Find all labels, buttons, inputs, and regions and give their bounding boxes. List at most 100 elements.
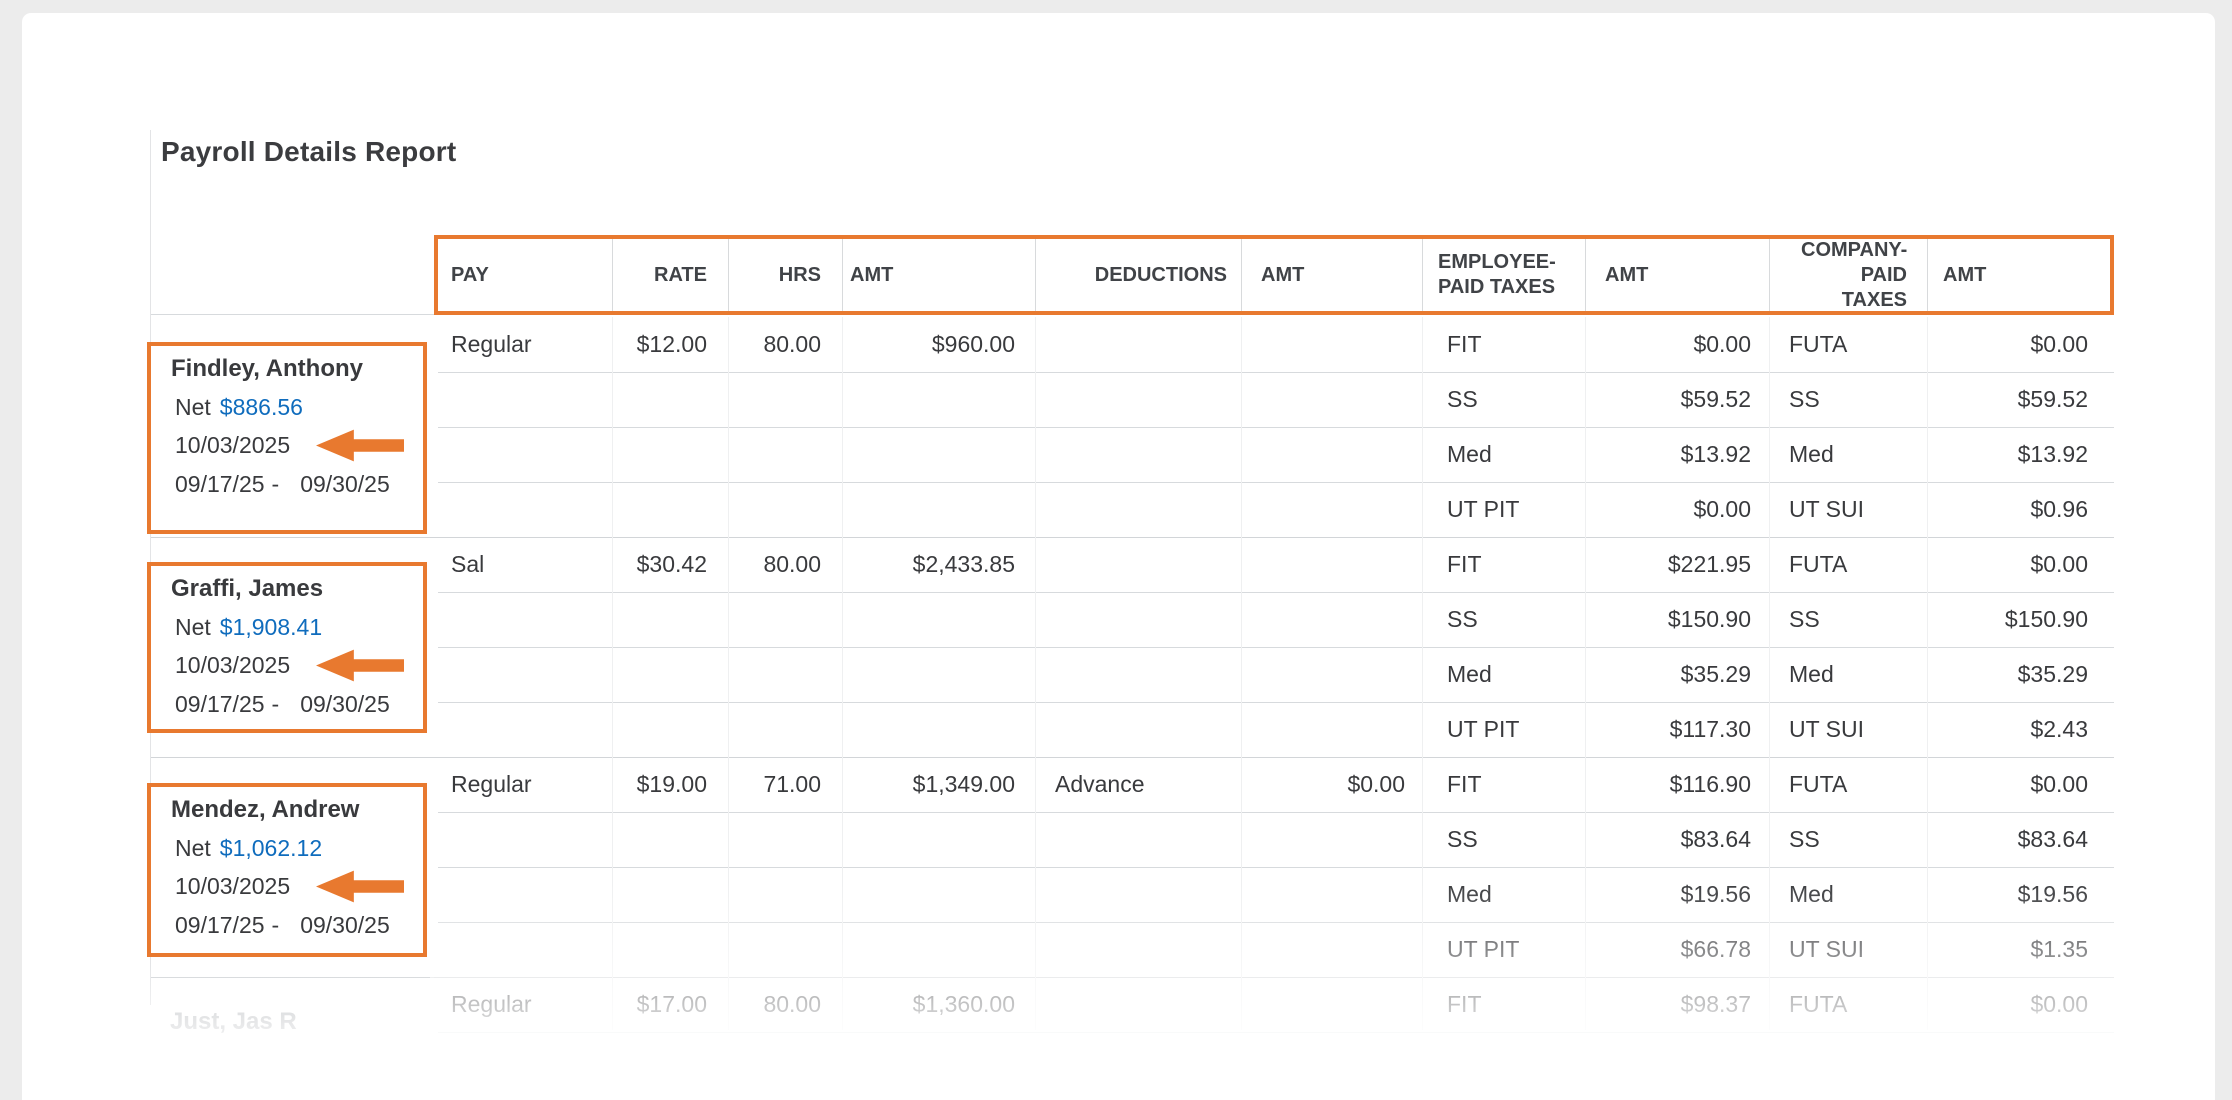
cell-co_amt: $59.52 xyxy=(2017,386,2088,412)
col-header-ded: DEDUCTIONS xyxy=(1035,239,1241,311)
cell-co_tax: FUTA xyxy=(1789,551,1848,577)
employee-name-faded: Just, Jas R xyxy=(170,1008,297,1035)
header-column-divider xyxy=(728,239,729,311)
header-column-divider xyxy=(842,239,843,311)
cell-rate: $19.00 xyxy=(636,771,707,797)
cell-emp_tax: FIT xyxy=(1447,771,1482,797)
cell-pay: Sal xyxy=(451,551,485,577)
cell-emp_amt: $116.90 xyxy=(1669,771,1751,797)
cell-emp_amt: $150.90 xyxy=(1667,606,1751,632)
cell-pay: Regular xyxy=(451,331,532,357)
cell-hrs: 80.00 xyxy=(763,551,821,577)
cell-amt: $1,360.00 xyxy=(912,991,1015,1017)
cell-co_amt: $0.00 xyxy=(2030,331,2088,357)
net-pay-line: Net $1,908.41 xyxy=(175,613,322,641)
pay-date: 10/03/2025 xyxy=(175,652,291,678)
cell-co_amt: $35.29 xyxy=(2017,661,2088,687)
header-left-separator xyxy=(150,314,434,315)
col-header-label: PAY xyxy=(451,263,489,286)
net-label: Net xyxy=(175,614,211,640)
row-separator-line xyxy=(438,702,2114,703)
col-header-amt: AMT xyxy=(842,239,1035,311)
table-header-row: PAY RATE HRS AMT DEDUCTIONS AMT EMPLOYEE-PAID … xyxy=(434,235,2114,315)
cell-emp_tax: FIT xyxy=(1447,991,1482,1017)
pay-period-separator: - xyxy=(271,691,280,717)
header-column-divider xyxy=(1035,239,1036,311)
cell-co_tax: FUTA xyxy=(1789,331,1848,357)
employee-card: Findley, Anthony Net $886.56 10/03/2025 09/1… xyxy=(147,342,427,534)
cell-rate: $30.42 xyxy=(636,551,707,577)
cell-emp_tax: Med xyxy=(1447,661,1492,687)
cell-emp_tax: FIT xyxy=(1447,331,1482,357)
col-header-rate: RATE xyxy=(612,239,728,311)
net-amount-link[interactable]: $1,062.12 xyxy=(219,835,323,861)
net-pay-line: Net $886.56 xyxy=(175,393,303,421)
cell-emp_amt: $35.29 xyxy=(1680,661,1751,687)
cell-co_tax: Med xyxy=(1789,881,1834,907)
col-header-pay: PAY xyxy=(438,239,612,311)
cell-amt: $2,433.85 xyxy=(912,551,1015,577)
cell-pay: Regular xyxy=(451,771,532,797)
net-pay-line: Net $1,062.12 xyxy=(175,834,322,862)
cell-emp_tax: SS xyxy=(1447,386,1478,412)
cell-co_amt: $1.35 xyxy=(2030,936,2088,962)
employee-name: Findley, Anthony xyxy=(171,355,363,382)
col-header-ded_amt: AMT xyxy=(1241,239,1422,311)
body-column-divider xyxy=(842,317,843,1030)
row-separator-line xyxy=(438,482,2114,483)
pay-period-separator: - xyxy=(271,912,280,938)
body-column-divider xyxy=(728,317,729,1030)
pay-date: 10/03/2025 xyxy=(175,873,291,899)
header-column-divider xyxy=(1241,239,1242,311)
row-separator-line xyxy=(438,812,2114,813)
cell-co_amt: $83.64 xyxy=(2017,826,2088,852)
body-column-divider xyxy=(1769,317,1770,1030)
col-header-label: HRS xyxy=(778,263,821,286)
row-separator-line xyxy=(438,372,2114,373)
cell-co_tax: SS xyxy=(1789,606,1820,632)
cell-emp_amt: $83.64 xyxy=(1680,826,1751,852)
pay-period-separator: - xyxy=(271,471,280,497)
body-column-divider xyxy=(1241,317,1242,1030)
col-header-label: AMT xyxy=(850,263,894,286)
body-column-divider xyxy=(1927,317,1928,1030)
cell-amt: $1,349.00 xyxy=(912,771,1015,797)
employee-card: Graffi, James Net $1,908.41 10/03/2025 09/17… xyxy=(147,562,427,733)
cell-co_tax: Med xyxy=(1789,441,1834,467)
date-arrow-icon xyxy=(316,429,404,462)
cell-ded: Advance xyxy=(1055,771,1145,797)
col-header-co_tax: COMPANY-PAID TAXES xyxy=(1769,239,1927,311)
col-header-label: EMPLOYEE-PAID TAXES xyxy=(1438,251,1556,298)
employee-name: Graffi, James xyxy=(171,575,324,602)
cell-emp_tax: Med xyxy=(1447,441,1492,467)
net-label: Net xyxy=(175,835,211,861)
cell-co_amt: $19.56 xyxy=(2017,881,2088,907)
cell-emp_amt: $0.00 xyxy=(1693,496,1751,522)
date-arrow-icon xyxy=(316,870,404,903)
net-amount-link[interactable]: $886.56 xyxy=(219,394,303,420)
cell-rate: $17.00 xyxy=(636,991,707,1017)
pay-period-end: 09/30/25 xyxy=(300,912,390,938)
header-column-divider xyxy=(1585,239,1586,311)
cell-co_tax: SS xyxy=(1789,386,1820,412)
cell-emp_amt: $0.00 xyxy=(1693,331,1751,357)
cell-emp_tax: UT PIT xyxy=(1447,496,1520,522)
pay-period-start: 09/17/25 xyxy=(175,471,265,497)
cell-pay: Regular xyxy=(451,991,532,1017)
body-column-divider xyxy=(612,317,613,1030)
net-amount-link[interactable]: $1,908.41 xyxy=(219,614,323,640)
cell-emp_amt: $221.95 xyxy=(1667,551,1751,577)
pay-period-start: 09/17/25 xyxy=(175,691,265,717)
net-label: Net xyxy=(175,394,211,420)
row-separator-line xyxy=(438,592,2114,593)
pay-period-end: 09/30/25 xyxy=(300,471,390,497)
header-column-divider xyxy=(1927,239,1928,311)
cell-hrs: 80.00 xyxy=(763,331,821,357)
row-separator-line xyxy=(438,427,2114,428)
col-header-emp_tax: EMPLOYEE-PAID TAXES xyxy=(1422,239,1585,311)
cell-co_amt: $0.96 xyxy=(2030,496,2088,522)
pay-period: 09/17/25-09/30/25 xyxy=(175,911,390,939)
cell-emp_tax: SS xyxy=(1447,606,1478,632)
col-header-label: AMT xyxy=(1605,263,1649,286)
col-header-hrs: HRS xyxy=(728,239,842,311)
